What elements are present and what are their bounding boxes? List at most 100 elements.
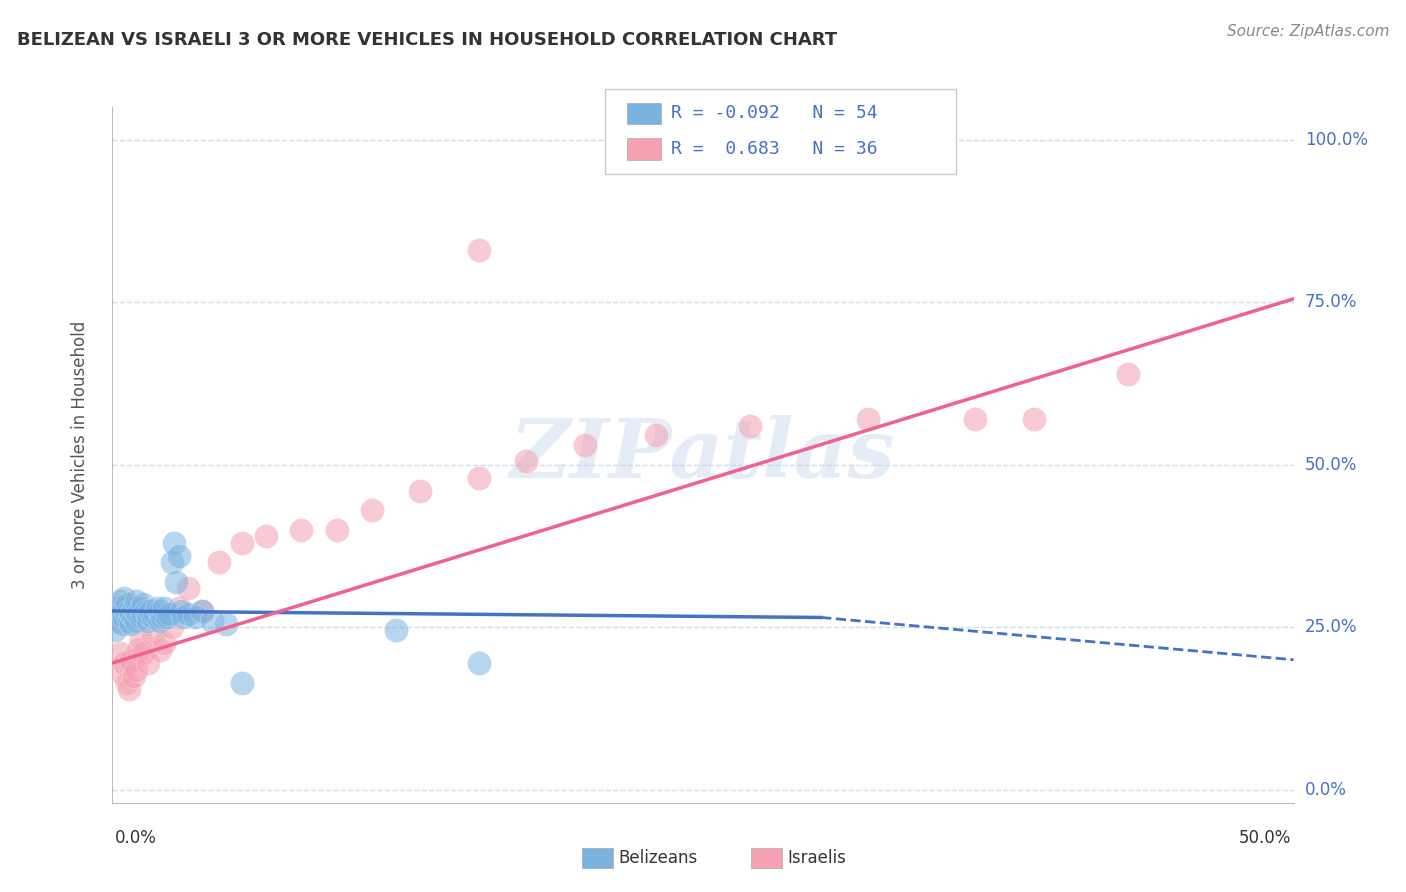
Point [132,646,155,660]
Text: R =  0.683   N = 36: R = 0.683 N = 36 [671,140,877,158]
Point [184,610,207,624]
Point [167,549,190,563]
Point [467,471,489,485]
Point [125,614,148,628]
Point [644,428,666,442]
Point [160,555,183,569]
Point [118,614,141,628]
Point [122,610,145,624]
Point [143,607,166,622]
Text: 25.0%: 25.0% [1305,618,1357,636]
Point [149,614,172,628]
Text: 75.0%: 75.0% [1305,293,1357,311]
Point [139,604,162,618]
Text: 50.0%: 50.0% [1305,456,1357,474]
Point [142,610,165,624]
Point [150,610,173,624]
Point [172,610,194,624]
Point [858,412,880,426]
Text: 0.0%: 0.0% [1305,780,1347,799]
Text: 50.0%: 50.0% [1239,829,1291,847]
Point [160,620,183,634]
Text: Israelis: Israelis [787,849,846,867]
Point [136,656,159,670]
Point [115,598,138,612]
Point [115,607,138,622]
Point [231,535,253,549]
Text: R = -0.092   N = 54: R = -0.092 N = 54 [671,104,877,122]
Point [326,523,349,537]
Point [408,483,430,498]
Point [112,656,135,670]
Point [149,643,172,657]
Point [115,675,138,690]
Point [136,614,159,628]
Point [963,412,986,426]
Point [135,604,157,618]
Point [153,607,176,622]
Point [157,607,180,622]
Point [165,574,187,589]
Point [118,604,141,618]
Point [177,581,200,595]
Point [105,614,128,628]
Point [120,607,142,622]
Point [127,607,149,622]
Text: Belizeans: Belizeans [619,849,697,867]
Point [105,600,128,615]
Point [177,607,200,622]
Text: Source: ZipAtlas.com: Source: ZipAtlas.com [1226,24,1389,38]
Point [129,633,152,648]
Point [112,591,135,605]
Point [1116,367,1139,381]
Point [191,604,214,618]
Point [129,600,152,615]
Point [122,600,145,615]
Point [385,624,408,638]
Point [149,604,172,618]
Point [112,600,135,615]
Point [215,617,238,632]
Point [111,604,134,618]
Point [108,607,131,622]
Point [125,604,148,618]
Point [111,665,134,680]
Point [108,646,131,660]
Point [361,503,384,517]
Y-axis label: 3 or more Vehicles in Household: 3 or more Vehicles in Household [70,321,89,589]
Point [122,669,145,683]
Point [136,607,159,622]
Point [167,600,190,615]
Point [153,600,176,615]
Point [111,617,134,632]
Point [146,600,169,615]
Point [125,663,148,677]
Point [467,243,489,257]
Text: 0.0%: 0.0% [115,829,157,847]
Text: 100.0%: 100.0% [1305,130,1368,149]
Point [120,617,142,632]
Point [231,675,253,690]
Point [1022,412,1045,426]
Point [740,418,762,433]
Point [132,607,155,622]
Point [191,604,214,618]
Point [574,438,596,452]
Point [208,555,231,569]
Point [254,529,277,543]
Point [156,610,179,624]
Text: BELIZEAN VS ISRAELI 3 OR MORE VEHICLES IN HOUSEHOLD CORRELATION CHART: BELIZEAN VS ISRAELI 3 OR MORE VEHICLES I… [17,30,837,48]
Point [153,636,176,650]
Point [129,610,152,624]
Point [112,610,135,624]
Point [127,643,149,657]
Point [132,598,155,612]
Point [201,614,224,628]
Point [170,604,193,618]
Point [104,624,127,638]
Text: ZIPatlas: ZIPatlas [510,415,896,495]
Point [163,535,186,549]
Point [118,681,141,696]
Point [515,454,537,468]
Point [108,594,131,608]
